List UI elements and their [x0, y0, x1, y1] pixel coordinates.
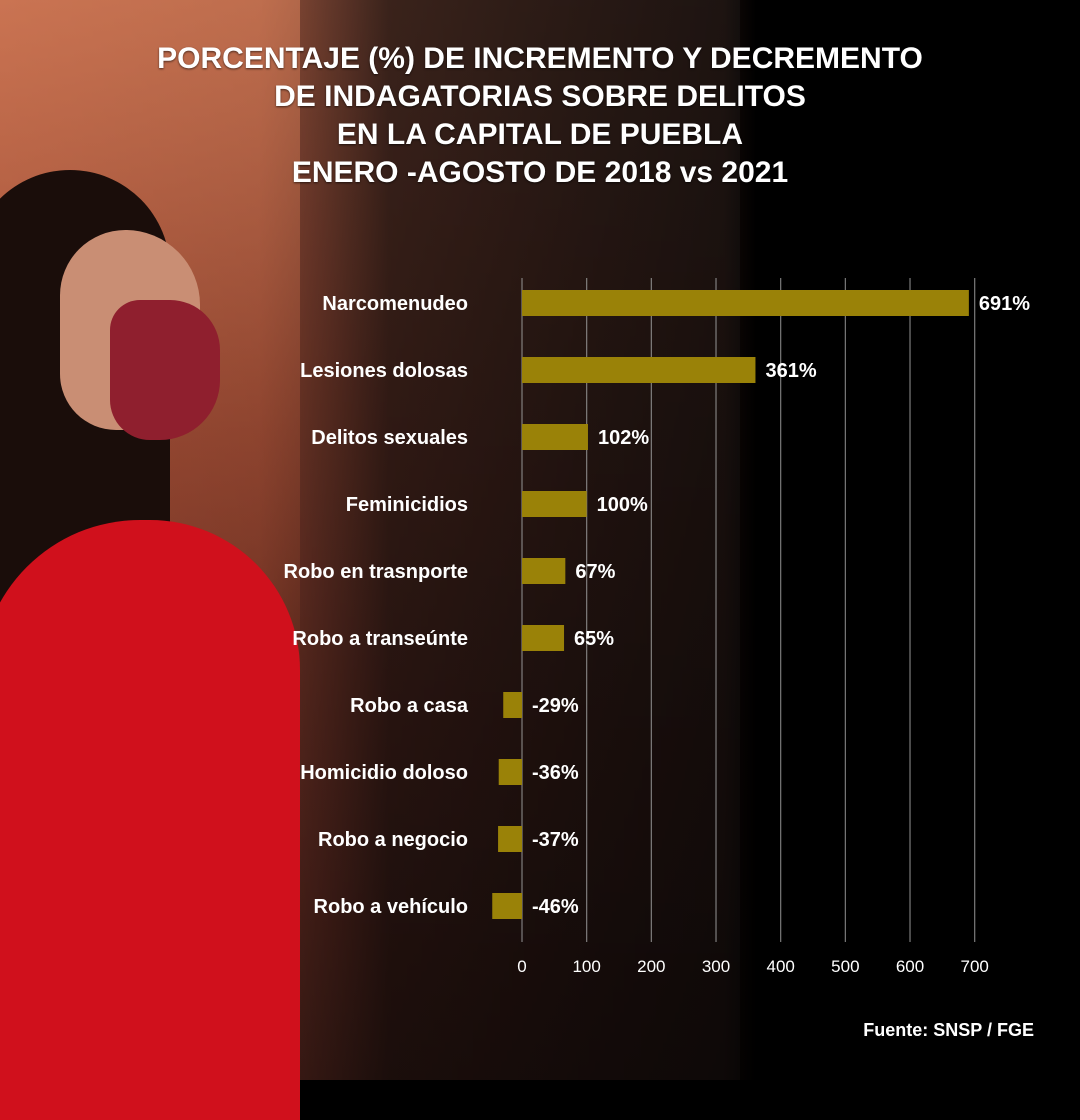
category-label: Robo a casa: [350, 695, 469, 717]
x-tick-label: 0: [517, 957, 526, 976]
category-label: Feminicidios: [346, 494, 468, 516]
chart-title-line: EN LA CAPITAL DE PUEBLA: [336, 118, 744, 151]
bar: [492, 893, 522, 919]
category-label: Robo a transeúnte: [292, 628, 468, 650]
value-label: 691%: [979, 293, 1030, 315]
value-label: -37%: [532, 829, 579, 851]
bar: [522, 290, 969, 316]
category-label: Narcomenudeo: [322, 293, 468, 315]
category-label: Delitos sexuales: [311, 427, 468, 449]
x-tick-label: 600: [896, 957, 924, 976]
background-photo-red-sweater: [0, 520, 300, 1120]
chart-title-line: PORCENTAJE (%) DE INCREMENTO Y DECREMENT…: [157, 42, 923, 75]
category-label: Homicidio doloso: [300, 762, 468, 784]
bar: [522, 491, 587, 517]
chart-title-line: ENERO -AGOSTO DE 2018 vs 2021: [291, 156, 789, 189]
value-label: -46%: [532, 896, 579, 918]
value-label: -29%: [532, 695, 579, 717]
x-tick-label: 300: [702, 957, 730, 976]
source-note: Fuente: SNSP / FGE: [863, 1020, 1034, 1040]
bar: [503, 692, 522, 718]
x-tick-label: 200: [637, 957, 665, 976]
bar: [522, 424, 588, 450]
value-label: 102%: [598, 427, 649, 449]
x-tick-label: 400: [766, 957, 794, 976]
category-label: Robo a vehículo: [314, 896, 468, 918]
chart-title-line: DE INDAGATORIAS SOBRE DELITOS: [274, 80, 806, 113]
x-tick-label: 100: [572, 957, 600, 976]
value-label: -36%: [532, 762, 579, 784]
bar: [498, 826, 522, 852]
value-label: 67%: [575, 561, 615, 583]
bar: [522, 558, 566, 584]
category-label: Lesiones dolosas: [300, 360, 468, 382]
x-tick-label: 700: [961, 957, 989, 976]
category-label: Robo en trasnporte: [284, 561, 468, 583]
bar: [498, 759, 522, 785]
value-label: 361%: [765, 360, 816, 382]
category-label: Robo a negocio: [318, 829, 468, 851]
value-label: 100%: [597, 494, 648, 516]
chart-title: PORCENTAJE (%) DE INCREMENTO Y DECREMENT…: [40, 40, 1040, 192]
bar: [522, 625, 565, 651]
background-photo-face-mask: [110, 300, 220, 440]
x-tick-label: 500: [831, 957, 859, 976]
bar: [522, 357, 756, 383]
value-label: 65%: [574, 628, 614, 650]
bar-chart: 0 100 200 300 400 500 600 700 Narcomenudeo 691% Le…: [284, 278, 1030, 976]
